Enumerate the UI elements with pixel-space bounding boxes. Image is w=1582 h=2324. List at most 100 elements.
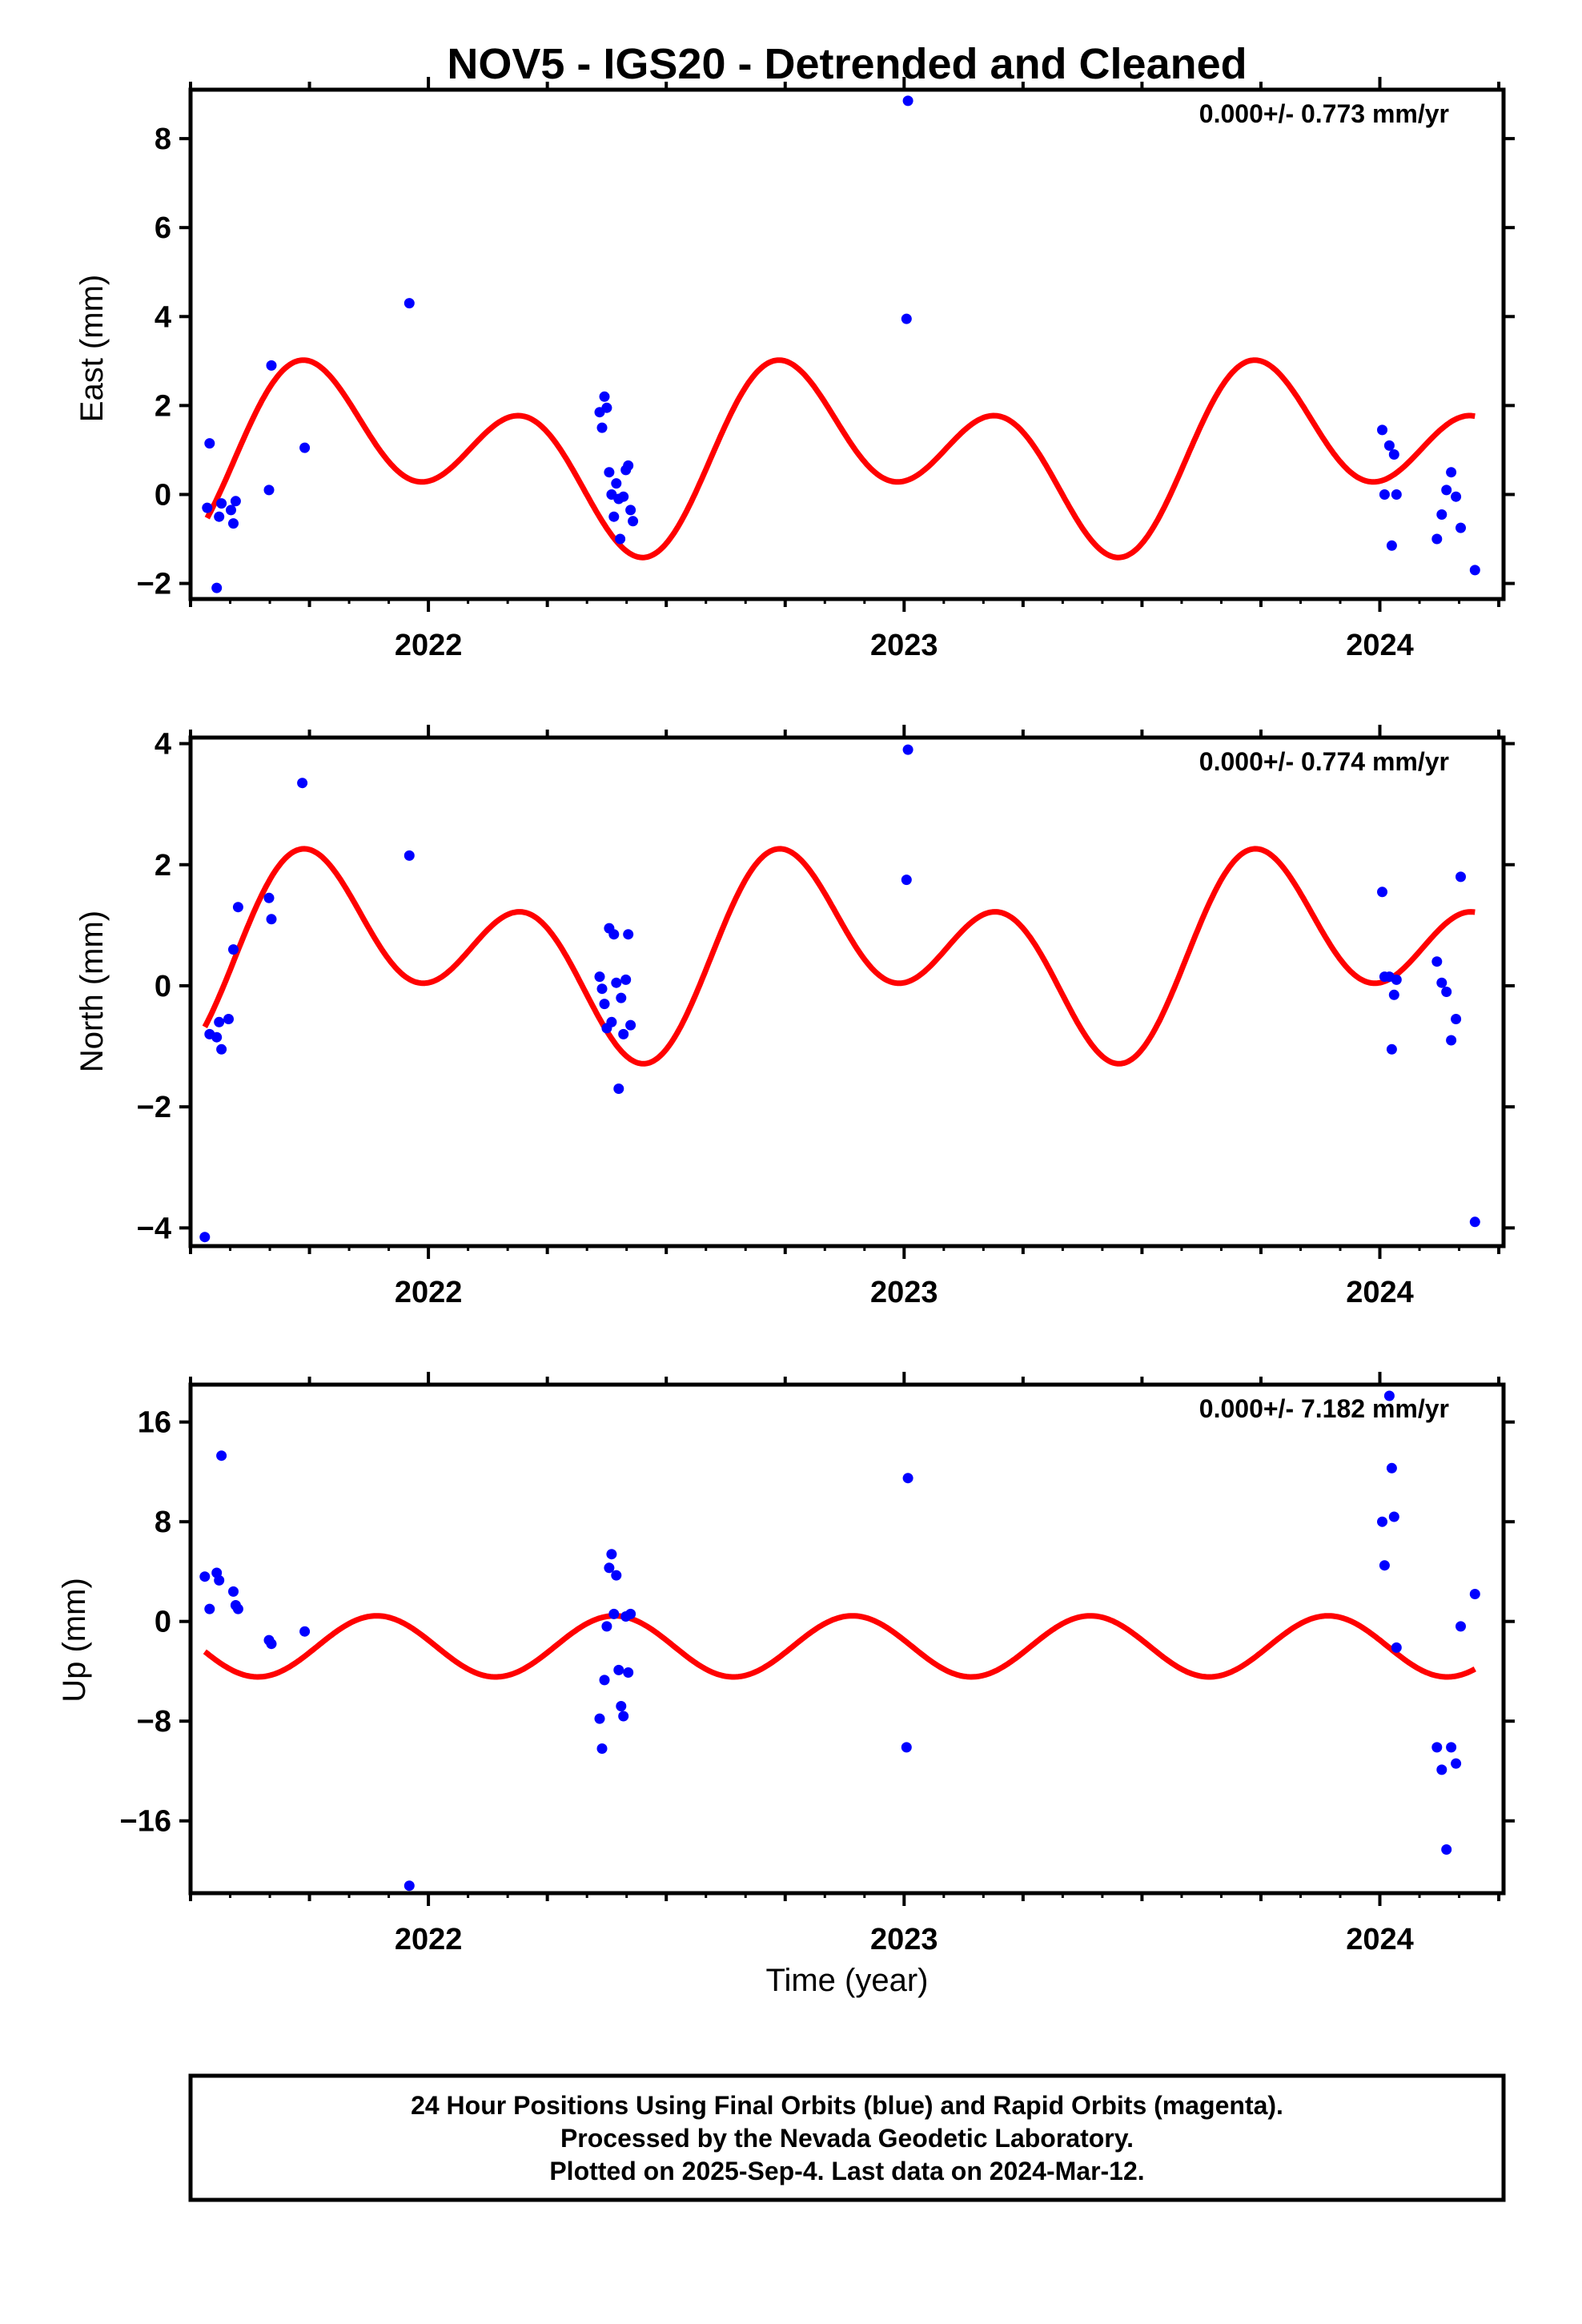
north-point bbox=[608, 929, 620, 940]
north-point bbox=[1469, 1216, 1480, 1228]
north-ytick-label: −2 bbox=[137, 1091, 171, 1124]
up-point bbox=[1383, 1390, 1395, 1401]
up-rate-label: 0.000+/- 7.182 mm/yr bbox=[1199, 1394, 1449, 1423]
north-ylabel: North (mm) bbox=[74, 911, 110, 1072]
up-point bbox=[299, 1626, 311, 1637]
up-point bbox=[601, 1621, 612, 1632]
north-point bbox=[901, 875, 912, 886]
north-point bbox=[266, 914, 277, 925]
north-point bbox=[1446, 1035, 1457, 1046]
north-point bbox=[613, 1084, 624, 1094]
up-point bbox=[604, 1562, 615, 1574]
east-point bbox=[1391, 489, 1402, 500]
up-panel: Up (mm) 0.000+/- 7.182 mm/yr Time (year)… bbox=[57, 1372, 1515, 1998]
east-xtick-label: 2023 bbox=[870, 629, 938, 662]
up-point bbox=[266, 1638, 277, 1650]
time-xlabel: Time (year) bbox=[766, 1963, 929, 1998]
north-point bbox=[616, 992, 627, 1003]
north-point bbox=[625, 1019, 636, 1031]
east-ytick-label: −2 bbox=[137, 568, 171, 601]
east-point bbox=[216, 498, 227, 509]
up-ytick-label: −16 bbox=[120, 1805, 171, 1839]
east-point bbox=[596, 422, 608, 433]
east-point bbox=[623, 460, 634, 471]
north-point bbox=[1436, 977, 1447, 988]
up-point bbox=[1379, 1560, 1390, 1571]
up-xtick-label: 2022 bbox=[395, 1923, 463, 1956]
up-point bbox=[228, 1586, 239, 1597]
north-ytick-label: 2 bbox=[155, 849, 171, 883]
up-point bbox=[608, 1608, 620, 1619]
up-model-curve bbox=[203, 1613, 1476, 1680]
east-point bbox=[1456, 522, 1466, 533]
east-point bbox=[299, 442, 311, 453]
up-ytick-label: 0 bbox=[155, 1606, 171, 1639]
east-point bbox=[628, 516, 639, 527]
up-xtick-label: 2024 bbox=[1346, 1923, 1414, 1956]
east-ytick-label: 2 bbox=[155, 389, 171, 423]
east-ytick-label: 8 bbox=[155, 123, 171, 156]
east-point bbox=[599, 391, 610, 402]
up-point bbox=[1469, 1589, 1480, 1599]
north-point bbox=[263, 892, 275, 903]
east-point bbox=[404, 298, 415, 309]
up-point bbox=[625, 1608, 636, 1619]
north-point bbox=[902, 744, 913, 755]
east-model-curve bbox=[204, 357, 1476, 561]
north-point bbox=[596, 983, 608, 995]
north-xtick-label: 2023 bbox=[870, 1276, 938, 1309]
up-point bbox=[901, 1742, 912, 1753]
east-point bbox=[902, 95, 913, 107]
up-ytick-label: −8 bbox=[137, 1705, 171, 1739]
footer-box: 24 Hour Positions Using Final Orbits (bl… bbox=[188, 2073, 1506, 2202]
up-point bbox=[199, 1571, 211, 1582]
east-panel: East (mm) 0.000+/- 0.773 mm/yr 8 6 4 2 0 −2 20… bbox=[74, 77, 1515, 662]
east-point bbox=[202, 502, 213, 513]
north-point bbox=[1431, 956, 1443, 967]
chart-title: NOV5 - IGS20 - Detrended and Cleaned bbox=[447, 40, 1247, 88]
north-point bbox=[199, 1232, 211, 1243]
east-point bbox=[263, 485, 275, 496]
north-point bbox=[1388, 989, 1399, 1000]
up-point bbox=[594, 1713, 605, 1724]
north-point bbox=[606, 1016, 617, 1027]
up-point bbox=[404, 1880, 415, 1892]
up-point bbox=[1456, 1621, 1466, 1632]
east-point bbox=[1446, 467, 1457, 478]
footer-line-3: Plotted on 2025-Sep-4. Last data on 2024… bbox=[549, 2157, 1144, 2185]
north-point bbox=[223, 1014, 234, 1024]
east-xtick-label: 2024 bbox=[1346, 629, 1414, 662]
east-point bbox=[611, 478, 622, 489]
east-point bbox=[1469, 565, 1480, 576]
east-point bbox=[601, 402, 612, 413]
up-point bbox=[216, 1450, 227, 1462]
east-point bbox=[204, 438, 215, 449]
north-panel: North (mm) 0.000+/- 0.774 mm/yr 4 2 0 −2 −4 2… bbox=[74, 725, 1515, 1309]
east-rate-label: 0.000+/- 0.773 mm/yr bbox=[1199, 99, 1449, 128]
east-point bbox=[226, 505, 236, 516]
east-xtick-label: 2022 bbox=[395, 629, 463, 662]
east-ytick-label: 0 bbox=[155, 478, 171, 512]
up-point bbox=[1391, 1642, 1402, 1653]
up-point bbox=[616, 1701, 627, 1711]
east-point bbox=[214, 511, 225, 522]
up-point bbox=[1436, 1764, 1447, 1775]
north-point bbox=[1386, 1043, 1397, 1055]
north-point bbox=[594, 971, 605, 983]
east-point bbox=[1451, 491, 1462, 502]
north-point bbox=[599, 999, 610, 1010]
up-ytick-label: 16 bbox=[138, 1406, 171, 1440]
east-ytick-label: 4 bbox=[155, 300, 171, 334]
east-point bbox=[1379, 489, 1390, 500]
footer-frame bbox=[188, 2073, 1506, 2202]
east-point bbox=[618, 491, 629, 502]
up-ytick-label: 8 bbox=[155, 1506, 171, 1539]
up-xtick-label: 2023 bbox=[870, 1923, 938, 1956]
north-point bbox=[623, 929, 634, 940]
north-point bbox=[404, 850, 415, 861]
north-point bbox=[1456, 871, 1466, 883]
up-point bbox=[902, 1473, 913, 1484]
north-point bbox=[232, 902, 243, 913]
north-xtick-label: 2024 bbox=[1346, 1276, 1414, 1309]
